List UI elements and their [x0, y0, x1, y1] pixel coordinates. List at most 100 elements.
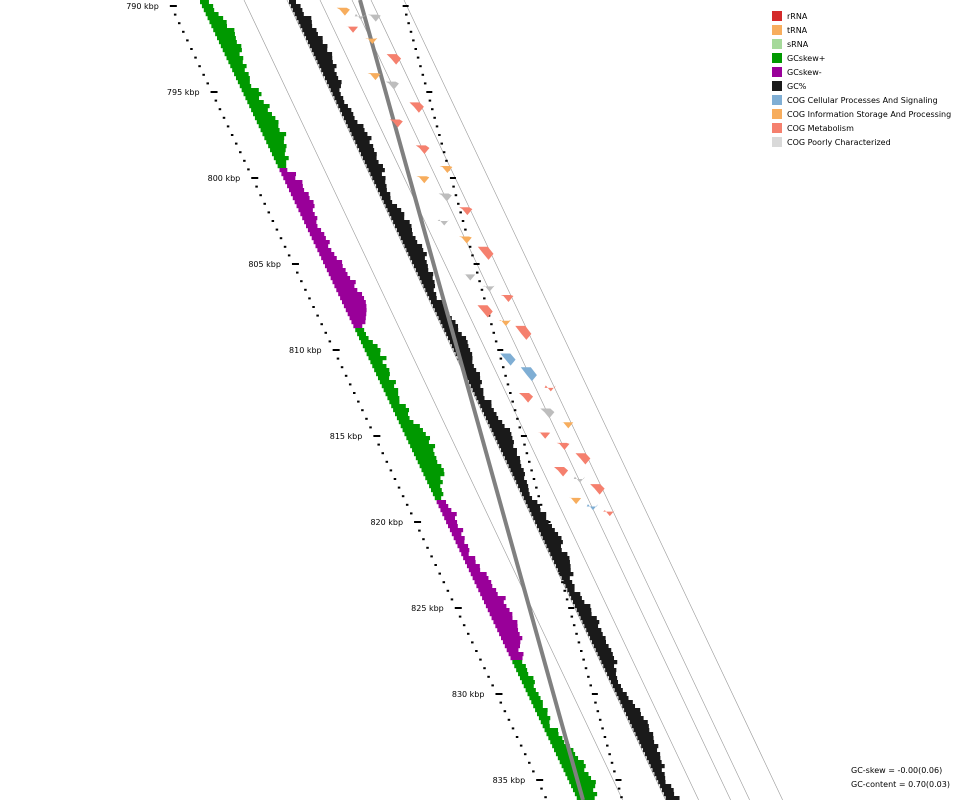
outer-tick	[445, 159, 448, 162]
gc-skew-positive	[201, 4, 214, 9]
gc-content-bar	[413, 264, 428, 269]
minor-tick	[348, 383, 352, 386]
outer-tick	[473, 263, 480, 265]
gc-skew-negative	[319, 252, 335, 257]
gc-skew-positive	[366, 352, 381, 357]
gc-skew-negative	[313, 240, 330, 245]
gc-skew-positive	[217, 36, 236, 41]
minor-tick	[186, 39, 189, 42]
gc-content-bar	[597, 652, 613, 657]
gc-content-bar	[355, 140, 370, 145]
gc-content-bar	[588, 632, 603, 637]
minor-tick	[328, 340, 332, 343]
outer-tick	[421, 73, 425, 76]
gc-content-bar	[569, 592, 581, 597]
gc-skew-positive	[262, 132, 287, 137]
cog-feature-metab	[537, 432, 551, 439]
gc-skew-positive	[243, 92, 262, 97]
outer-tick	[535, 486, 538, 489]
gc-skew-positive	[264, 136, 285, 141]
gc-skew-positive	[385, 392, 399, 397]
minor-tick	[271, 220, 275, 222]
gc-skew-positive	[241, 88, 259, 93]
gc-skew-positive	[215, 32, 235, 37]
gc-skew-negative	[302, 216, 318, 221]
gc-skew-positive	[232, 68, 245, 73]
gc-content-bar	[501, 448, 517, 453]
cog-feature-metab	[554, 466, 569, 477]
outer-tick	[501, 366, 505, 369]
minor-tick	[385, 460, 389, 463]
gc-skew-negative	[489, 612, 513, 617]
gc-content-bar	[357, 144, 374, 149]
gc-skew-negative	[279, 168, 288, 173]
gc-skew-positive	[402, 428, 423, 433]
tick-label: 800 kbp	[208, 174, 241, 183]
gc-content-bar	[593, 644, 609, 649]
cog-feature-metab	[575, 453, 591, 465]
minor-tick	[438, 572, 441, 575]
legend-item-cog-poorly: COG Poorly Characterized	[772, 135, 951, 149]
gc-content-bar	[340, 108, 352, 113]
gc-skew-positive	[548, 736, 563, 741]
gc-skew-negative	[292, 196, 310, 201]
gc-content-bar	[438, 316, 452, 321]
gc-content-bar	[561, 576, 570, 581]
minor-tick	[234, 142, 238, 145]
minor-tick	[336, 357, 340, 360]
gc-skew-negative	[510, 656, 523, 661]
outer-tick	[412, 39, 415, 42]
gc-content-bar	[319, 64, 337, 69]
legend-item-gcskew-neg: GCskew-	[772, 65, 951, 79]
minor-tick	[194, 56, 197, 59]
gc-content-bar	[614, 688, 623, 693]
gc-content-bar	[389, 212, 405, 217]
gc-content-bar	[554, 560, 570, 565]
gc-skew-positive	[260, 128, 280, 133]
gc-content-bar	[387, 208, 402, 213]
outer-tick	[405, 13, 408, 16]
gc-content-bar	[527, 504, 541, 509]
gc-skew-positive	[228, 60, 243, 65]
gc-skew-negative	[461, 552, 469, 557]
gc-skew-positive	[249, 104, 270, 109]
gc-content-bar	[529, 508, 541, 513]
outer-tick	[568, 607, 575, 609]
gc-content-bar	[457, 356, 473, 361]
gc-content-bar	[476, 396, 485, 401]
gc-skew-positive	[398, 420, 414, 425]
legend-item-srna: sRNA	[772, 37, 951, 51]
outer-tick	[570, 615, 574, 618]
gc-content-bar	[625, 712, 641, 717]
major-tick	[414, 521, 422, 523]
gc-content-bar	[660, 784, 672, 789]
gc-content-bar	[548, 548, 562, 553]
gc-content-bar	[330, 88, 340, 93]
gc-content-bar	[620, 700, 633, 705]
gc-content-bar	[451, 344, 469, 349]
gc-content-bar	[542, 536, 562, 541]
gc-content-bar	[415, 268, 429, 273]
outer-tick	[523, 443, 526, 446]
legend-label: COG Metabolism	[787, 123, 854, 133]
minor-tick	[430, 555, 433, 558]
cog-feature-info	[336, 7, 350, 16]
gc-skew-negative	[506, 648, 519, 653]
cog-feature-metab	[409, 102, 424, 113]
legend-item-cog-metabolism: COG Metabolism	[772, 121, 951, 135]
minor-tick	[182, 30, 185, 33]
outer-tick	[492, 331, 496, 334]
major-tick	[169, 5, 177, 7]
gc-content-bar	[576, 608, 592, 613]
gc-content-bar	[656, 776, 666, 781]
gc-skew-negative	[294, 200, 314, 205]
minor-tick	[304, 288, 307, 291]
outer-tick	[532, 478, 536, 480]
gc-content-bar	[323, 72, 337, 77]
minor-tick	[308, 297, 311, 300]
gc-skew-negative	[449, 528, 464, 533]
gc-skew-positive	[518, 672, 529, 677]
gc-skew-negative	[298, 208, 313, 213]
minor-tick	[523, 753, 527, 756]
gc-content-bar	[400, 236, 416, 241]
